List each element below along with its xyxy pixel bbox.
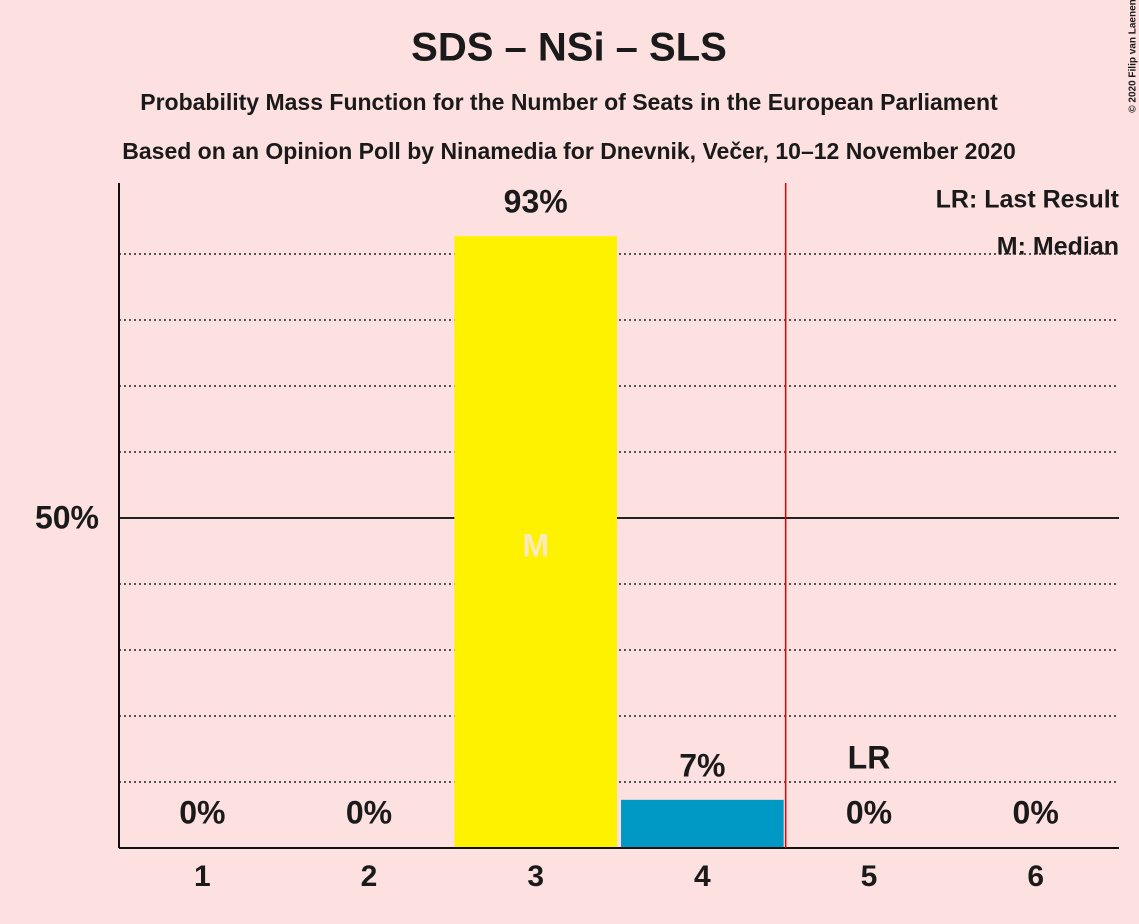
x-tick-label: 3 — [527, 860, 544, 893]
last-result-label: LR — [848, 739, 891, 775]
x-tick-label: 2 — [361, 860, 378, 893]
x-tick-label: 4 — [694, 860, 711, 893]
y-tick-label: 50% — [35, 499, 99, 535]
bar — [621, 799, 784, 848]
legend-entry: LR: Last Result — [936, 186, 1120, 214]
value-label: 0% — [179, 794, 225, 830]
chart-subtitle: Probability Mass Function for the Number… — [140, 89, 998, 115]
x-tick-label: 5 — [861, 860, 878, 893]
median-label: M — [522, 527, 549, 563]
chart-subtitle: Based on an Opinion Poll by Ninamedia fo… — [122, 138, 1016, 164]
bar — [454, 236, 617, 848]
x-tick-label: 6 — [1027, 860, 1044, 893]
copyright: © 2020 Filip van Laenen — [1128, 0, 1139, 113]
value-label: 0% — [1013, 794, 1059, 830]
chart-title: SDS – NSi – SLS — [411, 26, 727, 70]
legend-entry: M: Median — [997, 233, 1119, 261]
value-label: 0% — [346, 794, 392, 830]
value-label: 0% — [846, 794, 892, 830]
value-label: 7% — [679, 747, 725, 783]
value-label: 93% — [504, 184, 568, 220]
x-tick-label: 1 — [194, 860, 211, 893]
